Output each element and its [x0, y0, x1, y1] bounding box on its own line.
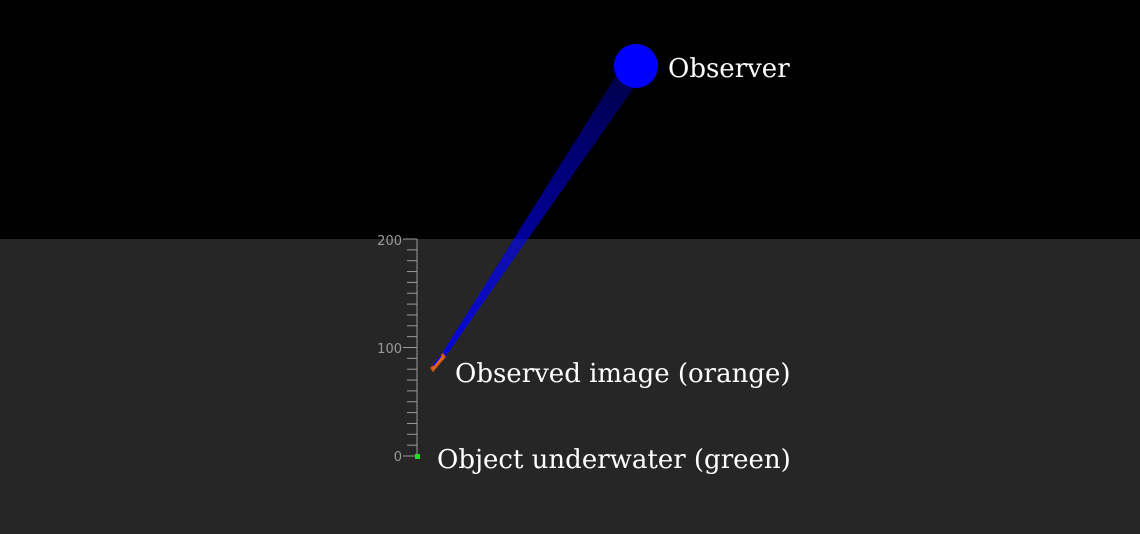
- scale-tick-label-100: 100: [377, 342, 402, 357]
- observed-image-label: Observed image (orange): [455, 359, 791, 389]
- air-region: [0, 0, 1140, 239]
- scale-tick-label-0: 0: [394, 450, 402, 465]
- sight-beam: [431, 56, 656, 371]
- scale-tick-label-200: 200: [377, 234, 402, 249]
- depth-scale: [403, 238, 418, 457]
- object-underwater-marker: [415, 454, 420, 459]
- water-region: [0, 239, 1140, 534]
- observed-image-marker: [430, 352, 446, 373]
- object-underwater-label: Object underwater (green): [437, 445, 791, 475]
- observer-label: Observer: [668, 54, 790, 84]
- observer-circle: [614, 44, 658, 88]
